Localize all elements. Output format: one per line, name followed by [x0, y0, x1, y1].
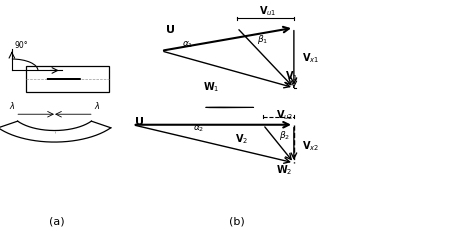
Text: W$_2$: W$_2$	[276, 163, 292, 177]
Text: $\alpha_1$: $\alpha_1$	[182, 39, 193, 50]
Text: (a): (a)	[49, 217, 64, 227]
Text: 90°: 90°	[14, 41, 28, 50]
Text: V$_2$: V$_2$	[235, 132, 248, 146]
Text: $\alpha_2$: $\alpha_2$	[193, 123, 205, 134]
Text: V$_{u2}$: V$_{u2}$	[276, 109, 293, 122]
Text: λ: λ	[95, 102, 100, 111]
Text: U: U	[136, 117, 144, 127]
Text: (b): (b)	[229, 217, 245, 227]
Text: $\beta_1$: $\beta_1$	[257, 33, 269, 46]
Text: V$_1$: V$_1$	[285, 69, 298, 83]
Text: V$_{u1}$: V$_{u1}$	[259, 5, 277, 18]
Text: W$_1$: W$_1$	[203, 80, 219, 94]
Text: V$_{x1}$: V$_{x1}$	[302, 51, 319, 65]
Bar	[26, 66, 109, 92]
Text: U: U	[166, 25, 175, 35]
Text: $\beta_2$: $\beta_2$	[279, 129, 290, 142]
Text: V$_{x2}$: V$_{x2}$	[302, 139, 319, 153]
Text: λ: λ	[9, 102, 14, 111]
